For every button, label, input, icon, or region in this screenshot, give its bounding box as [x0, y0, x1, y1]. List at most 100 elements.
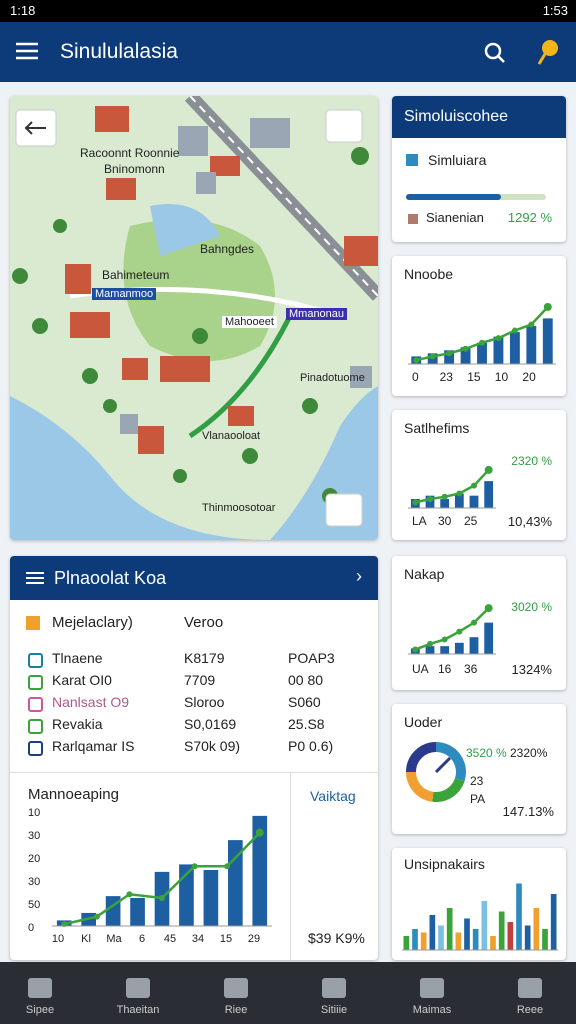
trend-point: [495, 335, 502, 342]
nav-icon[interactable]: [126, 978, 150, 998]
mini-chart-card[interactable]: Nnoobe 0 23 15 10 20: [392, 256, 566, 396]
chevron[interactable]: ›: [356, 566, 362, 586]
x-label: UA: [412, 662, 429, 676]
value-label: 3020 %: [511, 600, 552, 614]
bar: [454, 493, 464, 508]
map-label: Racoonnt Roonnie: [80, 146, 180, 160]
value: 1292 %: [507, 210, 552, 225]
x-label: 29: [248, 933, 260, 945]
app-bar: Sinululalasia: [0, 22, 576, 82]
cell: S0,0169: [184, 716, 237, 732]
x-label: 23: [439, 370, 453, 384]
map-label: Bninomonn: [104, 162, 165, 176]
time: 1:18: [10, 3, 36, 18]
bar: [464, 918, 470, 950]
x-label: 10: [494, 370, 509, 384]
donut-segment: [406, 742, 437, 773]
bar: [179, 864, 194, 926]
bar: [425, 646, 435, 654]
nav-label[interactable]: Thaeitan: [116, 1004, 160, 1016]
bar: [412, 929, 418, 950]
trend-point: [471, 619, 477, 626]
item: Simluiara: [428, 152, 487, 168]
trend-point: [446, 350, 453, 357]
bar: [440, 499, 450, 508]
bar: [481, 901, 488, 950]
nav-icon[interactable]: [518, 978, 542, 998]
donut-label: 23: [470, 774, 484, 788]
panel-header[interactable]: [10, 556, 378, 600]
y-label: 0: [28, 922, 34, 934]
map-label: Pinadotuome: [300, 372, 365, 384]
bar: [484, 622, 494, 654]
mini-chart: [408, 303, 556, 365]
bar: [542, 318, 553, 364]
donut-segment: [435, 742, 466, 782]
bars-card[interactable]: Unsipnakairs: [392, 848, 566, 960]
donut-label: 147.13%: [502, 804, 554, 819]
nav-icon[interactable]: [224, 978, 248, 998]
bar: [460, 347, 471, 364]
x-label: 30: [438, 514, 452, 528]
trend-point: [412, 499, 419, 506]
trend-point: [456, 490, 463, 497]
nav-icon[interactable]: [28, 978, 52, 998]
bar: [446, 908, 453, 950]
cell: 25.S8: [288, 716, 325, 732]
x-label: Kl: [81, 933, 91, 945]
nav-label[interactable]: Sipee: [25, 1004, 55, 1016]
side-label: Vaiktag: [310, 788, 356, 804]
cell: P0 0.6): [288, 738, 334, 754]
summary-card[interactable]: Simoluiscohee Simluiara Sianenian 1292 %: [392, 96, 566, 242]
value-label: 1324%: [511, 662, 552, 677]
nav-label[interactable]: Maimas: [412, 1004, 452, 1016]
x-label: 34: [192, 933, 204, 945]
y-label: 50: [28, 899, 40, 911]
y-label: 30: [28, 830, 40, 842]
nav-icon[interactable]: [420, 978, 444, 998]
cell: POAP3: [288, 650, 335, 666]
map-label: Mamanmoo: [92, 288, 157, 300]
map[interactable]: Racoonnt Roonnie Bninomonn Bahngdes Bahi…: [10, 96, 378, 540]
bottom-nav: Sipee Thaeitan Riee Sitiiie Maimas Reee: [0, 962, 576, 1024]
trend-point: [479, 339, 485, 346]
donut-card[interactable]: Uoder 3520 % 2320% 23 PA 147.13%: [392, 704, 566, 834]
bar: [477, 342, 487, 364]
x-label: 15: [467, 370, 481, 384]
nav-label[interactable]: Sitiiie: [320, 1004, 348, 1016]
card-title: Uoder: [404, 714, 443, 730]
icon: [406, 154, 418, 166]
app-title: Sinululalasia: [60, 40, 178, 63]
x-label: 0: [412, 370, 419, 384]
nav-icon[interactable]: [322, 978, 346, 998]
trend-point: [528, 321, 535, 328]
row-icon: [28, 697, 43, 712]
trend-point: [93, 913, 100, 920]
menu-icon[interactable]: [16, 42, 38, 60]
progress-track: [406, 194, 546, 200]
nav-label[interactable]: Riee: [224, 1004, 248, 1016]
trend-point: [511, 327, 518, 334]
cell: K8179: [184, 650, 225, 666]
search-icon[interactable]: [482, 40, 506, 64]
bar-chart: [402, 883, 558, 951]
mini-chart-card[interactable]: Nakap UA 16 36 3020 % 1324%: [392, 556, 566, 690]
donut: [406, 742, 466, 802]
bar: [130, 898, 145, 926]
bar: [509, 332, 520, 364]
bar: [455, 932, 462, 950]
card-title: Satlhefims: [404, 420, 470, 436]
nav-label[interactable]: Reee: [516, 1004, 544, 1016]
bar: [469, 495, 479, 508]
map-label: Bahngdes: [200, 242, 255, 256]
mini-chart-card[interactable]: Satlhefims LA 30 25 2320 % 10,43%: [392, 410, 566, 540]
bar: [524, 925, 531, 950]
trend-point: [159, 895, 165, 901]
total: $39 K9%: [308, 930, 365, 946]
x-label: 6: [139, 933, 145, 945]
x-label: 25: [464, 514, 478, 528]
pin-icon[interactable]: [536, 38, 560, 66]
trend-point: [456, 628, 463, 635]
y-label: 30: [28, 876, 40, 888]
